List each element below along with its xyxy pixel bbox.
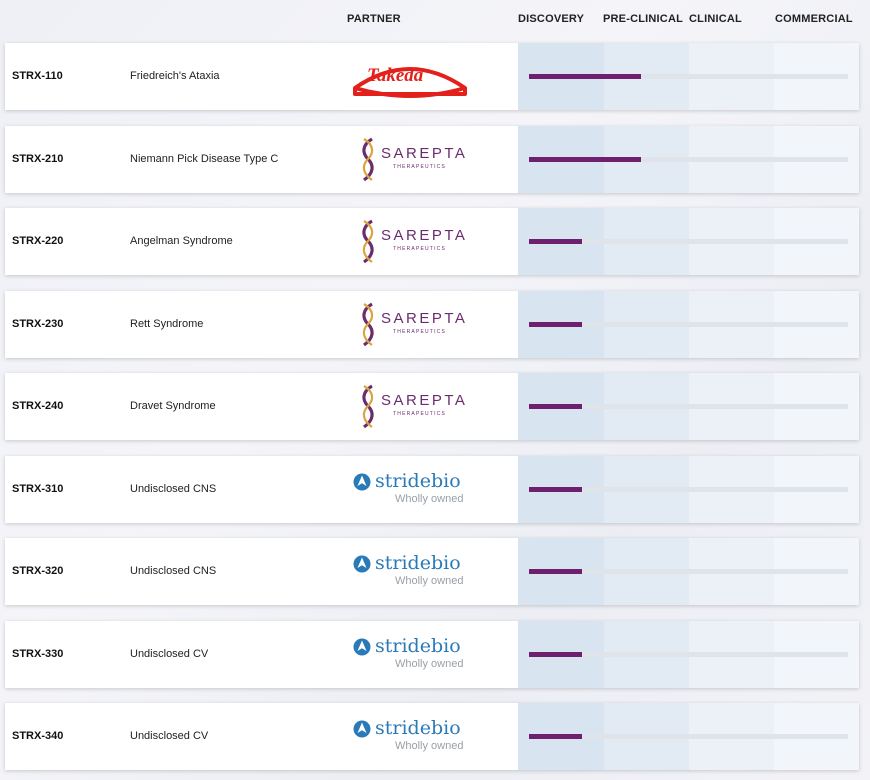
progress-track [529, 322, 848, 327]
program-code: STRX-210 [12, 153, 64, 165]
program-code: STRX-340 [12, 730, 64, 742]
stridebio-mark-icon [353, 555, 371, 573]
partner-column-header: PARTNER [347, 13, 401, 25]
progress-bar [529, 569, 583, 574]
stridebio-mark-icon [353, 638, 371, 656]
progress-bar [529, 322, 583, 327]
sarepta-wordmark: SAREPTA [381, 227, 468, 244]
pipeline-row: STRX-230 Rett Syndrome SAREPTA THERAPEUTICS [5, 291, 859, 358]
progress-track [529, 404, 848, 409]
progress-track [529, 239, 848, 244]
sarepta-logo: SAREPTA THERAPEUTICS [345, 379, 465, 434]
sarepta-logo: SAREPTA THERAPEUTICS [345, 132, 465, 187]
sarepta-wordmark: SAREPTA [381, 145, 468, 162]
progress-track [529, 74, 848, 79]
sarepta-helix-icon [362, 384, 374, 429]
program-code: STRX-330 [12, 648, 64, 660]
progress-bar [529, 652, 583, 657]
progress-bar [529, 239, 583, 244]
stridebio-wordmark: stridebio [375, 552, 461, 574]
progress-track [529, 734, 848, 739]
takeda-wordmark: Takeda [367, 65, 424, 86]
stridebio-lockup: stridebio Wholly owned [353, 635, 468, 675]
sarepta-helix-icon [362, 219, 374, 264]
ownership-label: Wholly owned [395, 575, 464, 587]
progress-track [529, 157, 848, 162]
progress-track [529, 487, 848, 492]
phase-header-discovery: DISCOVERY [518, 13, 585, 25]
progress-track [529, 569, 848, 574]
program-indication: Dravet Syndrome [130, 400, 216, 412]
pipeline-row: STRX-320 Undisclosed CNS stridebio Wholly o… [5, 538, 859, 605]
progress-bar [529, 157, 641, 162]
progress-bar [529, 74, 641, 79]
phase-header-pre-clinical: PRE-CLINICAL [603, 13, 684, 25]
sarepta-tagline: THERAPEUTICS [393, 246, 447, 252]
progress-bar [529, 487, 583, 492]
program-code: STRX-110 [12, 70, 63, 82]
sarepta-helix-icon [362, 302, 374, 347]
stridebio-lockup: stridebio Wholly owned [353, 470, 468, 510]
program-indication: Niemann Pick Disease Type C [130, 153, 279, 165]
phase-header-commercial: COMMERCIAL [775, 13, 853, 25]
progress-track [529, 652, 848, 657]
progress-bar [529, 404, 583, 409]
program-indication: Undisclosed CV [130, 648, 209, 660]
takeda-logo-frame [353, 67, 467, 98]
pipeline-row: STRX-330 Undisclosed CV stridebio Wholly ow… [5, 621, 859, 688]
takeda-logo: Takeda [345, 49, 467, 104]
stridebio-wordmark: stridebio [375, 635, 461, 657]
program-indication: Rett Syndrome [130, 318, 204, 330]
program-code: STRX-240 [12, 400, 64, 412]
program-indication: Undisclosed CNS [130, 565, 217, 577]
stridebio-wordmark: stridebio [375, 470, 461, 492]
sarepta-wordmark: SAREPTA [381, 310, 468, 327]
sarepta-helix-icon [362, 137, 374, 182]
program-code: STRX-230 [12, 318, 64, 330]
program-indication: Undisclosed CV [130, 730, 209, 742]
program-indication: Undisclosed CNS [130, 483, 217, 495]
stridebio-lockup: stridebio Wholly owned [353, 717, 468, 757]
pipeline-header: PARTNER DISCOVERY PRE-CLINICAL CLINICAL … [0, 0, 870, 40]
sarepta-tagline: THERAPEUTICS [393, 329, 447, 335]
pipeline-row: STRX-110 Friedreich's Ataxia Takeda [5, 43, 859, 110]
stridebio-mark-icon [353, 720, 371, 738]
program-code: STRX-320 [12, 565, 64, 577]
stridebio-logo: stridebio Wholly owned [345, 709, 465, 764]
sarepta-wordmark: SAREPTA [381, 392, 468, 409]
progress-bar [529, 734, 583, 739]
stridebio-logo: stridebio Wholly owned [345, 627, 465, 682]
stridebio-wordmark: stridebio [375, 717, 461, 739]
sarepta-tagline: THERAPEUTICS [393, 164, 447, 170]
program-indication: Angelman Syndrome [130, 235, 233, 247]
ownership-label: Wholly owned [395, 493, 464, 505]
sarepta-logo: SAREPTA THERAPEUTICS [345, 297, 465, 352]
program-code: STRX-220 [12, 235, 64, 247]
stridebio-lockup: stridebio Wholly owned [353, 552, 468, 592]
phase-header-clinical: CLINICAL [689, 13, 742, 25]
program-code: STRX-310 [12, 483, 64, 495]
pipeline-row: STRX-240 Dravet Syndrome SAREPTA THERAPEUTI… [5, 373, 859, 440]
program-indication: Friedreich's Ataxia [130, 70, 220, 82]
pipeline-row: STRX-310 Undisclosed CNS stridebio Wholly o… [5, 456, 859, 523]
pipeline-row: STRX-210 Niemann Pick Disease Type C SAREP… [5, 126, 859, 193]
stridebio-logo: stridebio Wholly owned [345, 544, 465, 599]
stridebio-logo: stridebio Wholly owned [345, 462, 465, 517]
pipeline-row: STRX-340 Undisclosed CV stridebio Wholly ow… [5, 703, 859, 770]
sarepta-logo: SAREPTA THERAPEUTICS [345, 214, 465, 269]
ownership-label: Wholly owned [395, 658, 464, 670]
ownership-label: Wholly owned [395, 740, 464, 752]
stridebio-mark-icon [353, 473, 371, 491]
pipeline-row: STRX-220 Angelman Syndrome SAREPTA THERAPEU… [5, 208, 859, 275]
sarepta-tagline: THERAPEUTICS [393, 411, 447, 417]
